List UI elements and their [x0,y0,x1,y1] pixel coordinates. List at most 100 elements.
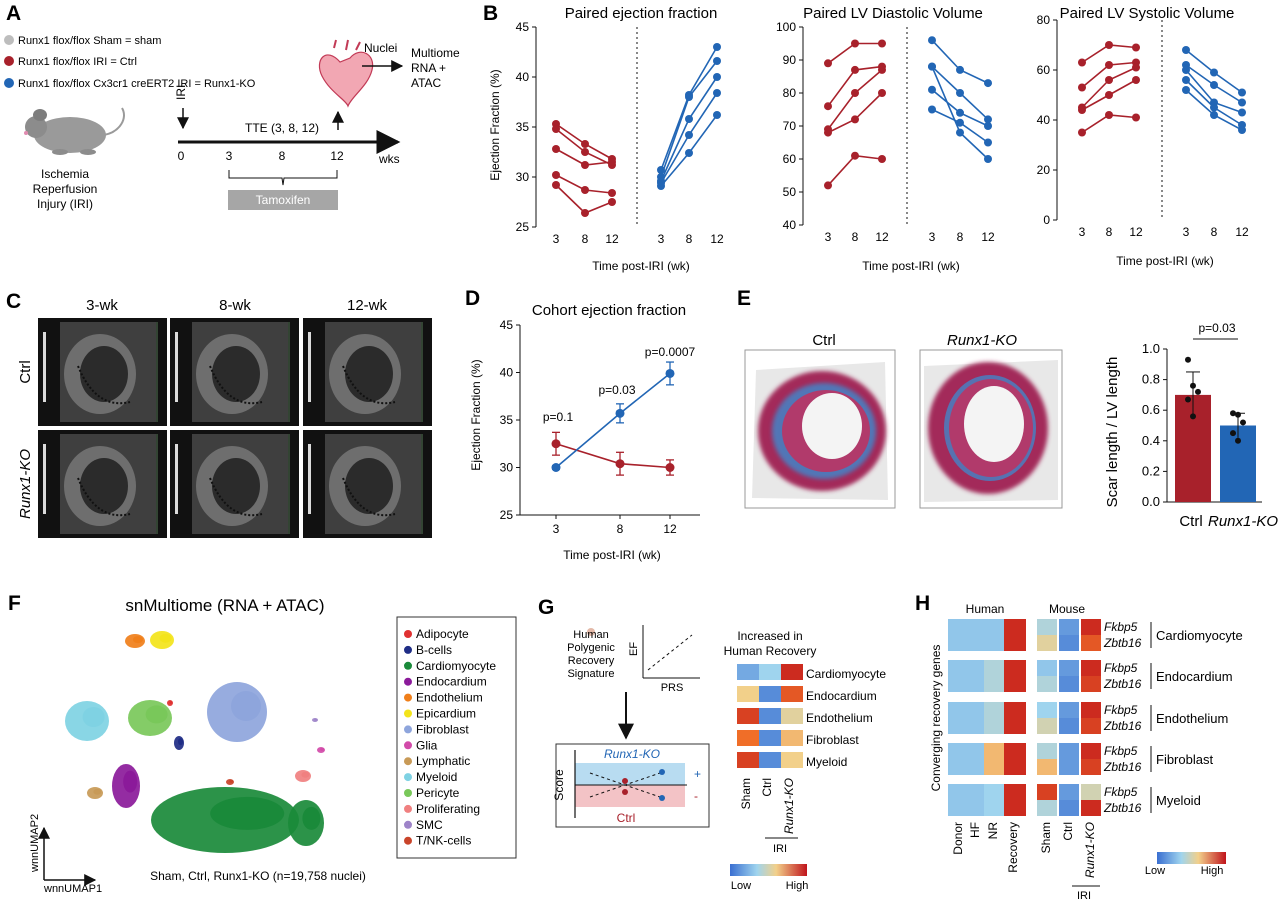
heat-cell [966,718,986,734]
legend-label: Proliferating [416,802,480,816]
echo-cavity [212,346,260,402]
multiome-line2: RNA + [411,61,446,75]
data-point-runx1-ko [713,43,721,51]
cluster-core [169,700,173,704]
data-point-runx1-ko [713,73,721,81]
pval-12wk: p=0.0007 [645,345,696,359]
timeline-tick-8: 8 [279,149,286,163]
heat-cell [1059,784,1079,800]
umap-legend: Adipocyte B-cells Cardiomyocyte Endocardium… [404,627,496,848]
chart-e-ylabel: Scar length / LV length [1104,357,1121,508]
gene-label-fkbp5: Fkbp5 [1104,785,1138,799]
legend-label: Endothelium [416,691,483,705]
umap-axis-x-label: wnnUMAP1 [43,883,102,895]
data-point-ctrl [824,128,832,137]
legend-dot-epicardium [404,709,412,718]
echo-scale [308,332,311,402]
heat-cell [966,660,986,676]
sample-point [1185,396,1191,403]
cluster-core [302,806,321,830]
echo-row-ko: Runx1-KO [17,449,34,519]
tamoxifen-label: Tamoxifen [256,193,311,207]
group-label: Myeloid [1156,793,1201,808]
multiome-line3: ATAC [411,76,442,90]
data-point-runx1-ko [956,108,964,117]
data-point-runx1-ko [984,122,992,130]
pval-8wk: p=0.03 [598,383,635,397]
heat-cell [984,800,1004,816]
data-point-ctrl [1078,83,1086,92]
echo-trace [342,477,396,517]
x-tick-label: 8 [957,230,964,244]
x-tick-label: 3 [658,232,665,246]
heat-cell [1059,759,1079,775]
heat-cell [948,759,968,775]
heat-cell [737,708,759,724]
legend-dot-proliferating [404,804,412,813]
g-row-myeloid: Myeloid [806,755,847,769]
x-tick-label: 8 [617,522,624,536]
heat-cell [781,686,803,702]
tamoxifen-brace [228,170,338,186]
heat-cell [966,784,986,800]
data-point-runx1-ko [984,155,992,163]
panel-e: E Ctrl Runx1-KO Scar length / LV length … [737,287,1278,530]
legend-dot-endocardium [404,677,412,686]
x-tick-label: 3 [825,230,832,244]
cluster-core [93,788,102,795]
legend-a: Runx1 flox/flox Sham = sham Runx1 flox/f… [4,35,256,90]
legend-label: Cardiomyocyte [416,659,496,673]
data-point-ctrl [1105,41,1113,49]
heat-cell [948,718,968,734]
g-col-ko: Runx1-KO [782,778,796,834]
data-point-ctrl [1132,76,1140,84]
data-point-runx1-ko [928,105,936,114]
echo-grid [38,318,432,538]
heart-section-ctrl [744,349,896,509]
legend-dot-b-cells [404,645,412,654]
heat-cell [1059,702,1079,718]
data-point-runx1-ko [984,138,992,147]
heat-cell [984,743,1004,759]
heat-cell [737,664,759,680]
heat-cell [948,702,968,718]
echo-cavity [212,458,260,514]
umap-axis-y-label: wnnUMAP2 [29,814,41,873]
legend-label: Epicardium [416,707,476,721]
panel-letter-c: C [6,290,21,313]
heat-cell [1037,743,1057,759]
chart-e-xtick-ko: Runx1-KO [1208,513,1278,530]
score-minus: - [694,789,698,803]
legend-label: Glia [416,738,438,752]
legend-label-sham: Runx1 flox/flox Sham = sham [18,35,161,47]
data-point-runx1-ko [1182,76,1190,84]
iri-label: IRI [174,85,188,100]
y-tick-label: 60 [1037,63,1051,77]
heat-cell [948,635,968,651]
heat-cell [1059,635,1079,651]
heat-cell [1081,676,1101,692]
data-point-runx1-ko [551,463,561,472]
legend-dot-fibroblast [404,725,412,734]
gene-label-fkbp5: Fkbp5 [1104,620,1138,634]
heat-cell [1037,660,1057,676]
data-point-ctrl [1078,106,1086,114]
umap-title: snMultiome (RNA + ATAC) [125,596,324,615]
heat-cell [984,619,1004,635]
h-col-hf: HF [968,822,982,838]
y-tick-label: 0.8 [1142,372,1160,387]
data-point-ctrl [1078,58,1086,67]
data-point-ctrl [608,198,616,206]
data-point-runx1-ko [1238,88,1246,97]
paired-line-ctrl [827,92,883,134]
x-tick-label: 8 [852,230,859,244]
heat-cell [1037,635,1057,651]
legend-label: Fibroblast [416,722,469,736]
h-colorbar-high: High [1201,865,1224,877]
x-tick-label: 3 [553,522,560,536]
g-heading-line1: Increased in [737,629,802,643]
x-tick-label: 12 [1235,225,1249,239]
heat-cell [1037,718,1057,734]
heat-cell [1004,784,1026,800]
heat-cell [1081,800,1101,816]
